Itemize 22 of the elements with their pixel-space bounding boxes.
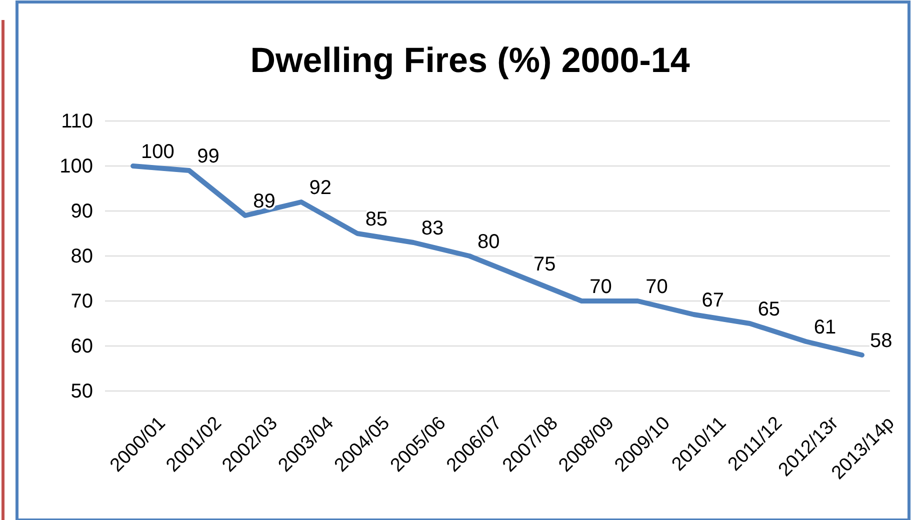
data-label: 61 [814,316,836,338]
data-label: 70 [590,276,612,298]
chart-title: Dwelling Fires (%) 2000-14 [250,41,690,80]
y-tick-label: 80 [70,245,93,268]
y-tick-label: 100 [60,155,93,178]
data-label: 67 [702,290,724,312]
data-label: 83 [421,218,444,240]
data-label: 75 [534,254,556,276]
data-label: 92 [309,177,332,199]
data-label: 85 [365,208,388,230]
data-label: 100 [141,141,174,163]
y-tick-label: 50 [70,380,93,402]
y-tick-label: 110 [61,110,93,132]
data-label: 99 [197,146,220,168]
y-tick-label: 70 [70,290,93,312]
data-label: 70 [646,276,668,298]
data-label: 80 [477,231,500,253]
data-label: 89 [253,190,276,212]
data-label: 58 [870,330,892,352]
y-tick-label: 90 [70,200,93,222]
data-label: 65 [758,298,780,320]
y-tick-label: 60 [70,335,93,358]
